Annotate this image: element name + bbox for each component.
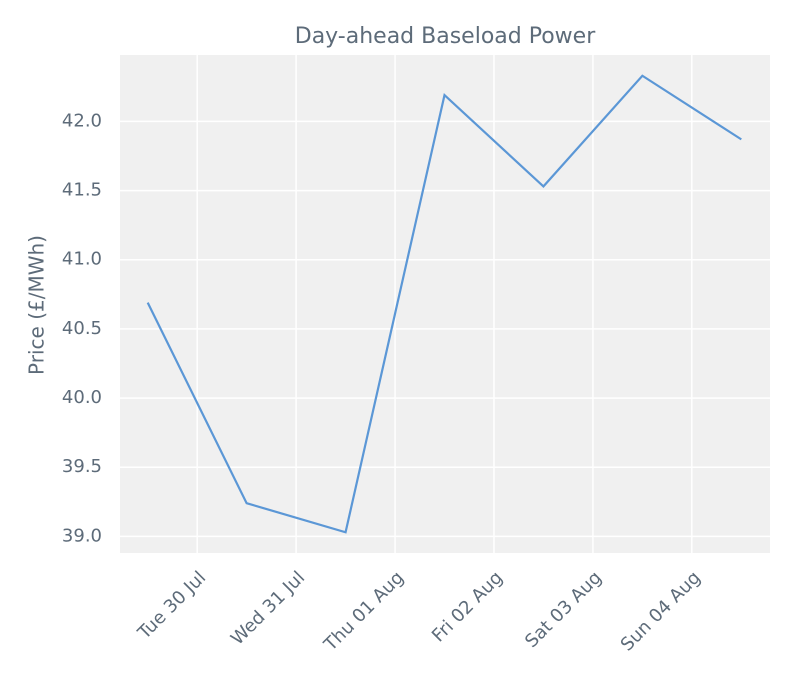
x-tick-label: Wed 31 Jul (227, 567, 309, 649)
plot-area (120, 55, 770, 553)
y-tick-label: 41.0 (62, 249, 102, 270)
y-tick-label: 39.0 (62, 525, 102, 546)
chart-title: Day-ahead Baseload Power (295, 24, 596, 49)
y-axis-label: Price (£/MWh) (25, 235, 49, 375)
y-tick-label: 40.5 (62, 318, 102, 339)
x-tick-label: Fri 02 Aug (428, 567, 507, 646)
y-tick-label: 39.5 (62, 456, 102, 477)
x-tick-label: Sat 03 Aug (521, 567, 606, 652)
x-tick-label: Thu 01 Aug (319, 567, 408, 656)
x-tick-label: Tue 30 Jul (133, 567, 210, 644)
x-tick-label: Sun 04 Aug (617, 567, 705, 655)
y-tick-label: 40.0 (62, 387, 102, 408)
y-tick-label: 42.0 (62, 110, 102, 131)
line (146, 74, 742, 534)
y-tick-label: 41.5 (62, 180, 102, 201)
